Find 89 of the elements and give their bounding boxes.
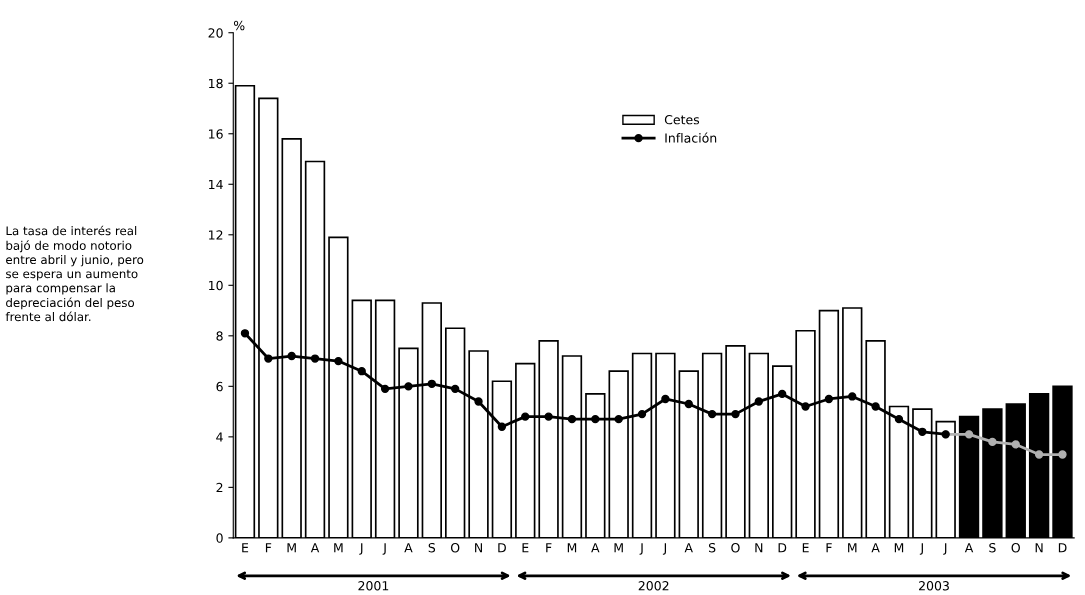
x-tick-label: A (871, 543, 880, 553)
x-tick-label: E (802, 543, 809, 553)
x-tick-label: A (684, 543, 693, 553)
x-tick-label: M (614, 543, 623, 553)
y-tick-label: 4 (216, 432, 223, 442)
point (894, 415, 904, 424)
x-tick-label: A (404, 543, 413, 553)
x-tick-label: J (919, 543, 923, 555)
point (567, 415, 577, 424)
text: 2001 (358, 581, 389, 591)
x-tick-label: D (498, 543, 506, 553)
y-tick-label: 6 (216, 381, 223, 392)
y-tick-label: 2 (216, 482, 223, 493)
point (474, 397, 483, 406)
x-tick-label: S (989, 542, 996, 553)
point (778, 389, 787, 399)
text: 2002 (638, 581, 669, 591)
x-tick-label: E (242, 543, 249, 553)
point (614, 415, 623, 424)
point (310, 354, 320, 363)
point (824, 394, 834, 404)
point (731, 409, 740, 419)
x-tick-label: M (567, 543, 577, 553)
point (287, 351, 296, 361)
point (684, 399, 693, 409)
point (427, 379, 436, 388)
x-tick-label: M (287, 543, 296, 553)
x-tick-label: S (708, 542, 716, 553)
x-tick-label: N (475, 543, 482, 553)
x-tick-label: M (334, 543, 343, 553)
point (848, 392, 857, 401)
text: 2003 (919, 581, 949, 591)
y-tick-label: 16 (209, 129, 223, 139)
point (521, 412, 530, 421)
legend-label: Inflación (665, 132, 717, 143)
x-tick-label: F (265, 543, 272, 553)
x-tick-label: M (848, 543, 857, 553)
point (1011, 440, 1020, 449)
x-tick-label: J (943, 543, 947, 555)
x-tick-label: A (964, 543, 974, 553)
point (754, 397, 763, 406)
point (918, 427, 927, 436)
point (964, 430, 974, 439)
x-tick-label: N (755, 543, 763, 553)
x-tick-label: J (359, 543, 363, 555)
y-tick-label: 0 (216, 533, 223, 543)
x-tick-label: O (1011, 542, 1020, 553)
point (544, 412, 553, 421)
y-tick-label: 8 (216, 331, 223, 341)
y-axis-title: % (233, 20, 245, 31)
point (1058, 450, 1067, 459)
legend-label: Cetes (664, 114, 700, 125)
x-tick-label: J (639, 543, 643, 555)
x-tick-label: N (1035, 543, 1043, 553)
point (357, 367, 366, 376)
point (380, 384, 390, 394)
x-tick-label: M (894, 543, 904, 553)
x-tick-label: J (662, 543, 667, 555)
x-tick-label: S (428, 542, 436, 553)
y-tick-label: 10 (209, 280, 223, 291)
x-tick-label: O (731, 542, 740, 553)
point (988, 437, 997, 447)
x-tick-label: O (450, 542, 460, 553)
x-tick-label: F (546, 543, 552, 553)
y-tick-label: 14 (209, 179, 223, 190)
x-tick-label: D (778, 543, 787, 553)
point (264, 354, 273, 363)
point (591, 415, 600, 424)
point (871, 402, 880, 411)
x-tick-label: E (522, 543, 529, 553)
text: La tasa de interés real bajó de modo notorio entre abril y junio, pero se espera un aumento para compensar la depreciación del peso frente al dólar. (5, 225, 144, 322)
point (334, 356, 343, 366)
point (497, 422, 507, 431)
y-tick-label: 20 (208, 28, 223, 38)
point (451, 384, 460, 394)
point (661, 394, 670, 404)
point (707, 409, 717, 419)
x-tick-label: D (1058, 543, 1067, 553)
x-tick-label: A (591, 543, 600, 553)
point (1034, 450, 1044, 459)
y-tick-label: 12 (209, 230, 223, 240)
point (801, 402, 810, 411)
point (637, 409, 647, 419)
x-tick-label: F (826, 543, 832, 553)
x-tick-label: J (382, 543, 386, 555)
point (240, 329, 250, 338)
y-tick-label: 18 (209, 78, 223, 89)
point (404, 382, 413, 391)
x-tick-label: A (310, 543, 320, 553)
